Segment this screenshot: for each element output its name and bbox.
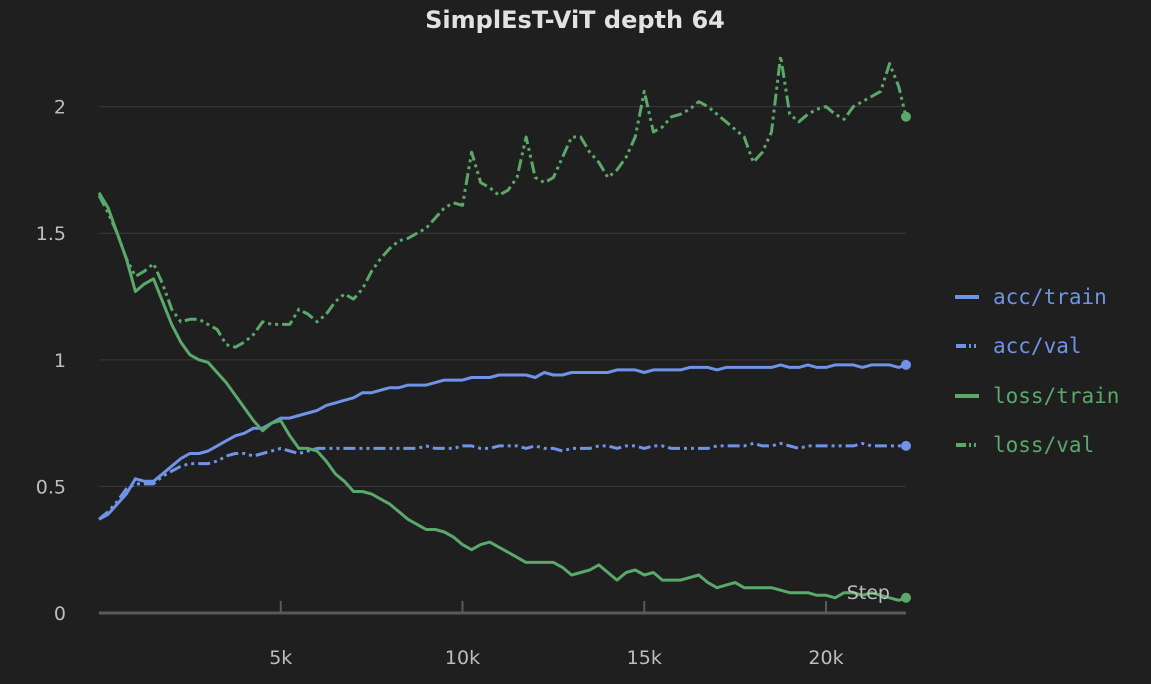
- legend-label: acc/val: [993, 334, 1082, 359]
- y-tick-label: 1.5: [36, 223, 66, 245]
- series-line-acc-train: [98, 363, 907, 521]
- solid-line-swatch-icon: [955, 393, 979, 398]
- legend: acc/train acc/val loss/train loss/val: [955, 272, 1119, 470]
- x-tick-label: 20k: [808, 647, 843, 669]
- legend-item-loss-val[interactable]: loss/val: [955, 421, 1119, 471]
- series-end-point-acc-train: [901, 359, 911, 370]
- x-tick-label: 10k: [445, 647, 480, 669]
- axes: 0 0.5 1 1.5 2 5k 10k 15k 20k: [36, 97, 906, 669]
- x-tick-label: 15k: [627, 647, 662, 669]
- x-axis-label: Step: [847, 582, 890, 604]
- series-end-point-loss-val: [901, 111, 911, 122]
- legend-label: loss/val: [993, 433, 1095, 458]
- y-tick-label: 0.5: [36, 476, 66, 498]
- legend-item-acc-train[interactable]: acc/train: [955, 272, 1119, 322]
- grid-lines: [99, 106, 906, 487]
- dashdot-line-swatch-icon: [956, 443, 978, 448]
- legend-item-acc-val[interactable]: acc/val: [955, 322, 1119, 372]
- series-line-loss-train: [97, 191, 907, 602]
- solid-line-swatch-icon: [955, 294, 979, 299]
- series-lines: [97, 54, 911, 603]
- series-line-loss-val: [97, 54, 908, 349]
- series-line-acc-val: [98, 441, 906, 521]
- dashdot-line-swatch-icon: [956, 344, 978, 349]
- x-tick-label: 5k: [269, 647, 292, 669]
- y-tick-label: 2: [54, 97, 66, 119]
- legend-label: acc/train: [993, 284, 1107, 309]
- legend-item-loss-train[interactable]: loss/train: [955, 371, 1119, 421]
- series-end-point-acc-val: [901, 440, 911, 451]
- y-tick-label: 1: [54, 350, 66, 372]
- series-end-point-loss-train: [901, 592, 911, 603]
- y-tick-label: 0: [54, 603, 66, 625]
- legend-label: loss/train: [993, 383, 1120, 408]
- chart-title: SimplEsT-ViT depth 64: [425, 6, 725, 34]
